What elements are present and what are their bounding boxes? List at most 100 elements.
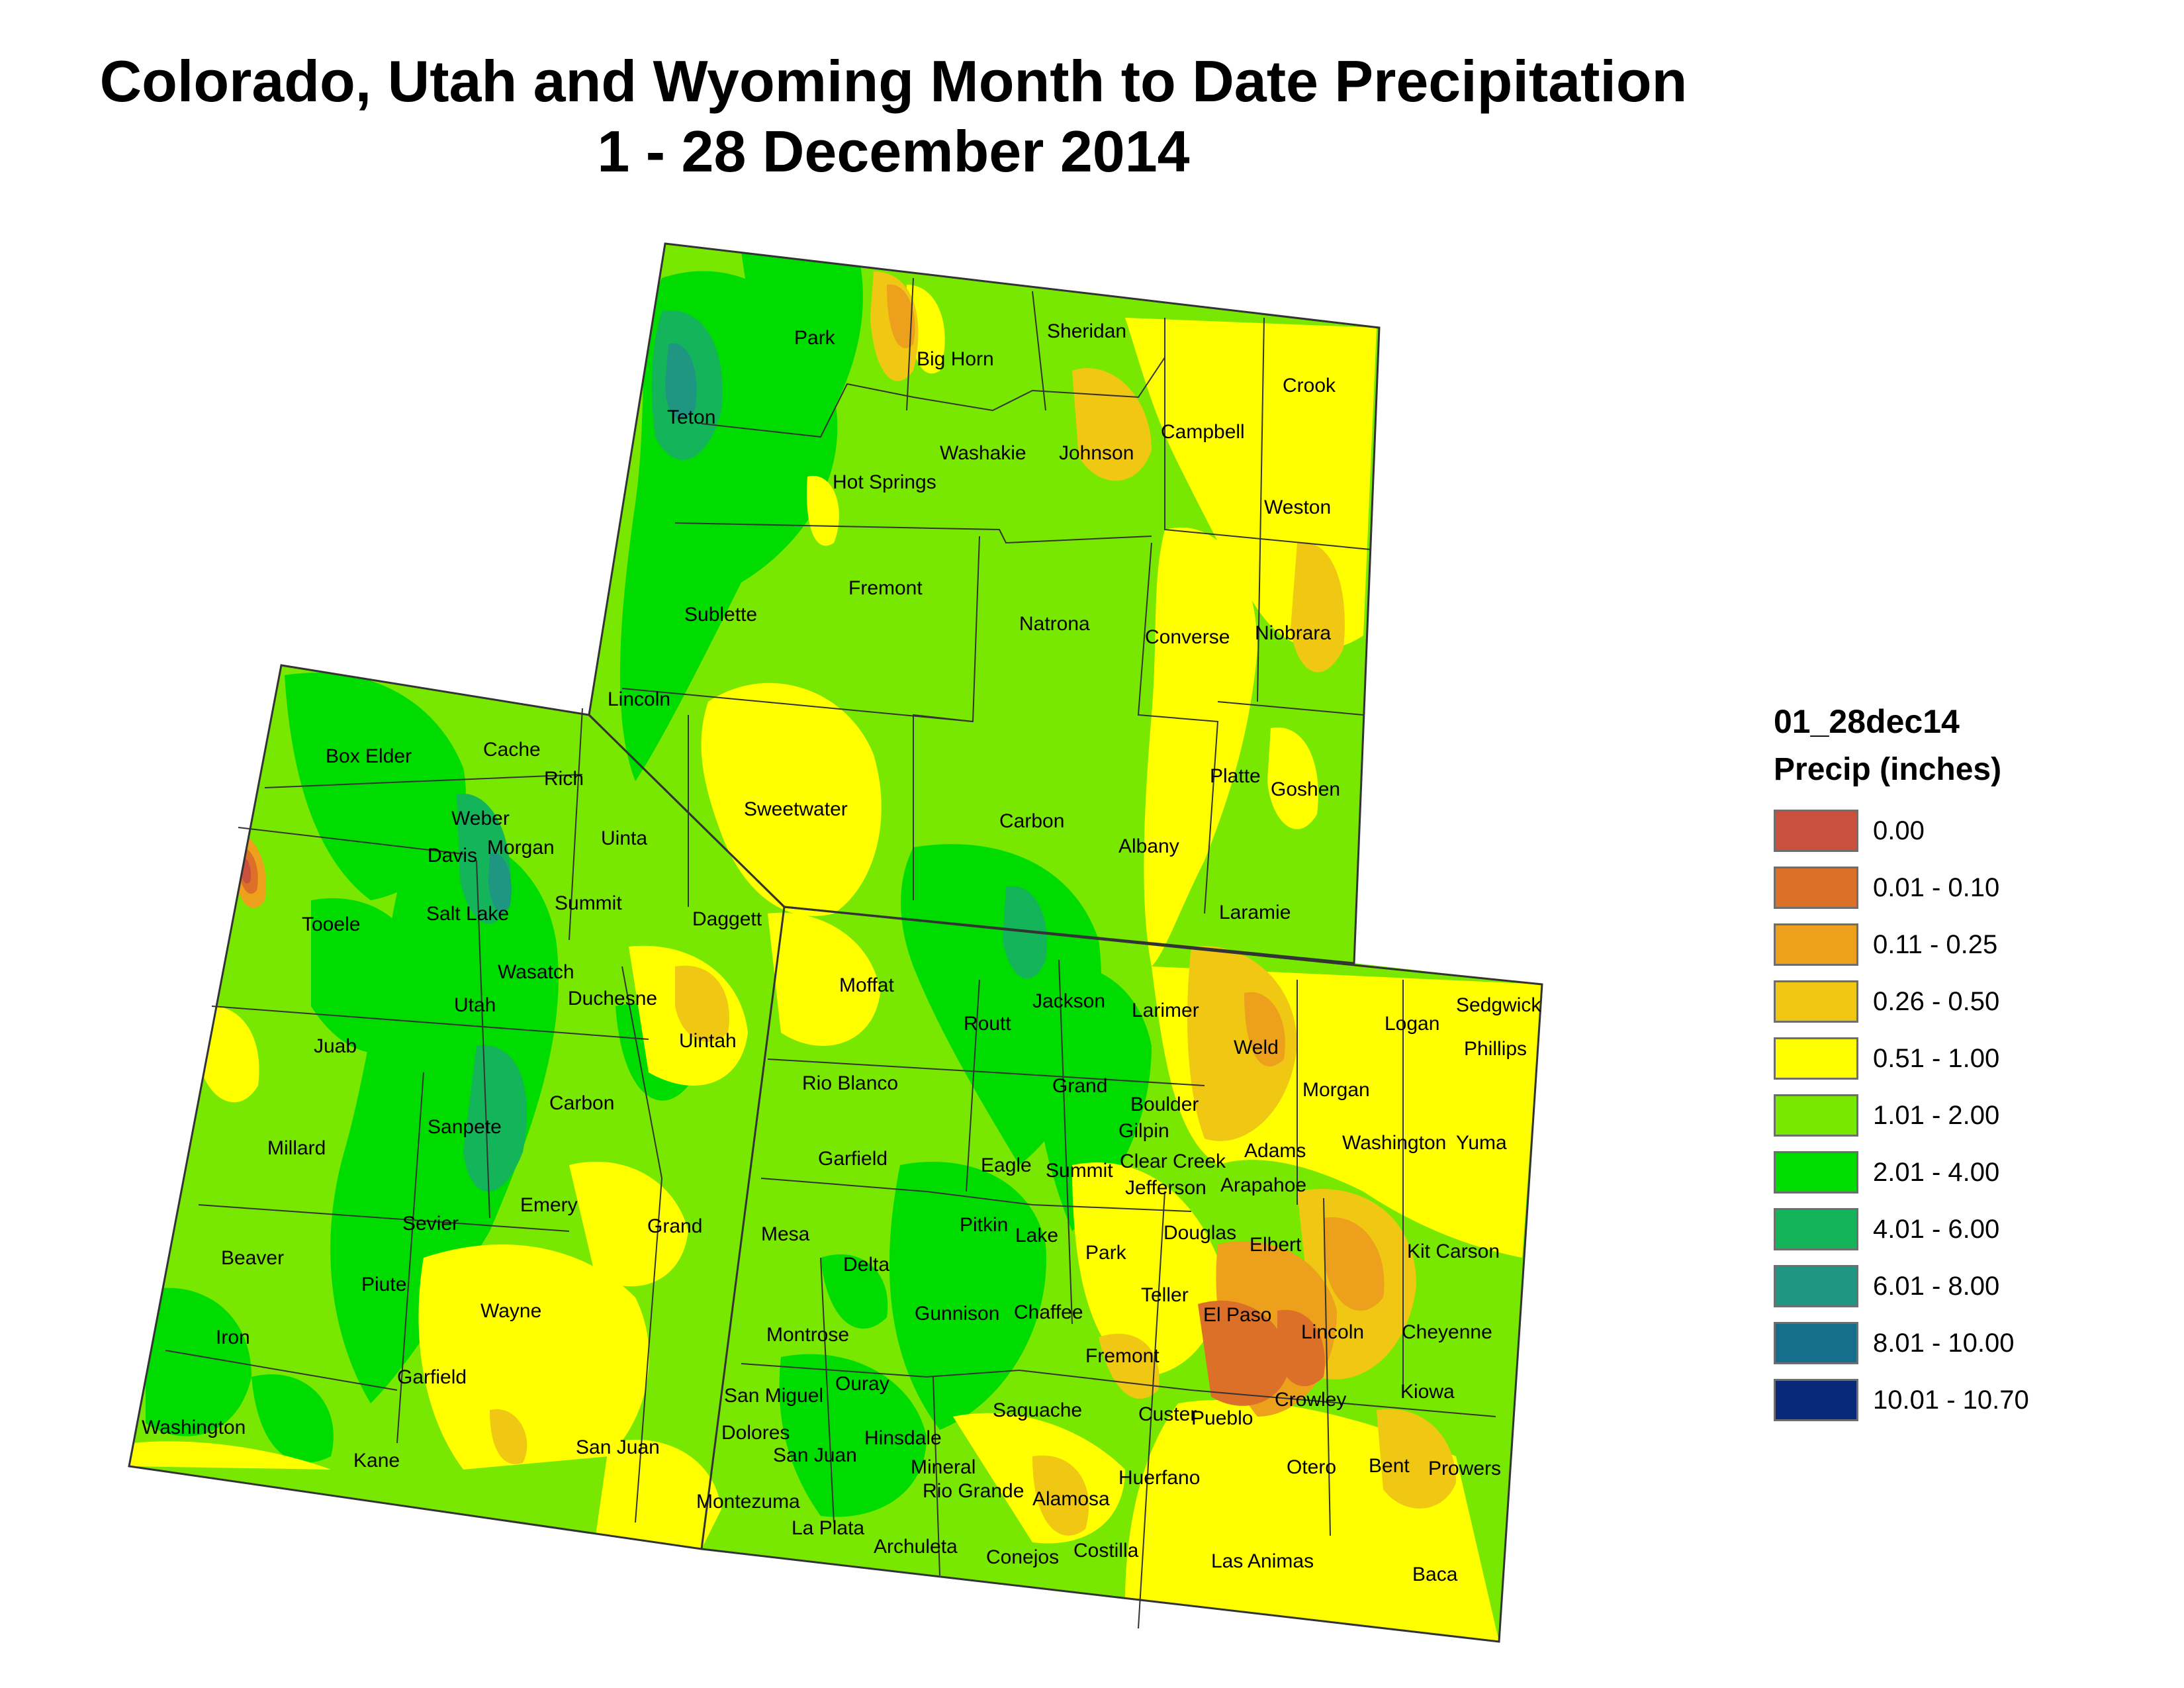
county-label: Big Horn <box>917 348 994 370</box>
county-label: Teton <box>667 406 715 428</box>
legend-item: 0.01 - 0.10 <box>1774 859 2144 916</box>
legend-swatch <box>1774 867 1858 909</box>
county-label: Gunnison <box>915 1303 999 1325</box>
county-label: Utah <box>454 994 496 1016</box>
county-label: Carbon <box>549 1092 614 1114</box>
county-label: Phillips <box>1464 1038 1527 1060</box>
county-label: Adams <box>1244 1140 1306 1162</box>
county-label: Alamosa <box>1032 1488 1110 1510</box>
county-label: Salt Lake <box>426 903 509 925</box>
county-label: Eagle <box>981 1154 1032 1176</box>
county-label: Lincoln <box>608 688 670 710</box>
county-label: Jackson <box>1032 990 1105 1012</box>
county-label: Washakie <box>940 442 1026 464</box>
county-label: Crook <box>1283 375 1336 397</box>
county-label: San Juan <box>773 1444 857 1466</box>
county-label: Sedgwick <box>1456 994 1541 1016</box>
county-label: Park <box>794 327 836 349</box>
county-label: Delta <box>843 1254 889 1276</box>
legend-swatch <box>1774 980 1858 1023</box>
county-label: Logan <box>1385 1013 1439 1035</box>
legend-item: 0.26 - 0.50 <box>1774 973 2144 1030</box>
legend-label: 1.01 - 2.00 <box>1873 1100 2000 1130</box>
county-label: Piute <box>361 1274 406 1295</box>
county-label: Juab <box>314 1035 357 1057</box>
county-label: Pueblo <box>1191 1407 1253 1429</box>
legend-subtitle: Precip (inches) <box>1774 752 2002 787</box>
title-line-1: Colorado, Utah and Wyoming Month to Date… <box>99 48 1688 114</box>
legend-swatch <box>1774 810 1858 852</box>
county-label: Pitkin <box>960 1214 1008 1236</box>
county-label: Beaver <box>221 1247 284 1269</box>
county-label: Washington <box>142 1417 246 1438</box>
legend-label: 4.01 - 6.00 <box>1873 1214 2000 1244</box>
county-label: Hot Springs <box>833 471 936 493</box>
county-label: Sweetwater <box>744 798 848 820</box>
county-label: Campbell <box>1161 421 1245 443</box>
legend-label: 0.11 - 0.25 <box>1873 929 1998 959</box>
county-label: Moffat <box>839 974 894 996</box>
county-label: Laramie <box>1219 902 1291 923</box>
county-label: Montrose <box>766 1324 849 1346</box>
county-label: Park <box>1085 1242 1127 1264</box>
county-label: Larimer <box>1132 1000 1199 1021</box>
county-label: Kiowa <box>1400 1381 1455 1403</box>
legend-swatch <box>1774 923 1858 966</box>
county-label: Box Elder <box>326 745 412 767</box>
county-label: Clear Creek <box>1120 1150 1226 1172</box>
legend-label: 6.01 - 8.00 <box>1873 1271 2000 1301</box>
county-label: Sheridan <box>1047 320 1126 342</box>
county-boundaries <box>165 277 1496 1629</box>
county-label: Morgan <box>487 837 555 859</box>
county-label: Otero <box>1287 1456 1336 1478</box>
county-label: El Paso <box>1203 1304 1271 1326</box>
county-label: Douglas <box>1163 1222 1236 1244</box>
county-label: Johnson <box>1059 442 1134 464</box>
county-label: Mesa <box>761 1223 810 1245</box>
county-label: Iron <box>216 1327 250 1348</box>
legend-label: 0.26 - 0.50 <box>1873 986 2000 1016</box>
county-label: Cache <box>483 739 541 761</box>
county-label: Weston <box>1264 496 1331 518</box>
county-label: Fremont <box>1085 1345 1160 1367</box>
legend-swatch <box>1774 1151 1858 1194</box>
county-label: Bent <box>1369 1455 1410 1477</box>
county-label: Elbert <box>1250 1234 1302 1256</box>
county-label: Las Animas <box>1211 1550 1314 1572</box>
legend-classes: 0.00 0.01 - 0.10 0.11 - 0.25 0.26 - 0.50 0.5… <box>1774 802 2144 1429</box>
map-legend: 01_28dec14 Precip (inches) 0.00 0.01 - 0.… <box>1774 702 2144 1429</box>
county-label: Summit <box>1046 1160 1113 1182</box>
county-label: Emery <box>520 1194 578 1216</box>
county-label: Dolores <box>721 1422 790 1444</box>
county-label: Yuma <box>1456 1132 1507 1154</box>
county-label: Summit <box>555 892 622 914</box>
county-label: Gilpin <box>1118 1120 1169 1142</box>
precip-field <box>129 252 1542 1642</box>
county-label: Archuleta <box>874 1536 958 1558</box>
county-label: Davis <box>428 845 477 867</box>
legend-label: 0.00 <box>1873 816 1925 845</box>
utah-colorado-outline <box>128 664 1543 1643</box>
county-label: Converse <box>1145 626 1230 648</box>
county-label: Conejos <box>986 1546 1059 1568</box>
legend-layer-name: 01_28dec14 <box>1774 703 1960 740</box>
county-label: Fremont <box>848 577 923 599</box>
county-label: Teller <box>1141 1284 1189 1306</box>
county-label: Goshen <box>1271 778 1340 800</box>
legend-swatch <box>1774 1265 1858 1307</box>
county-label: Crowley <box>1275 1389 1346 1411</box>
county-label: Garfield <box>818 1148 887 1170</box>
county-label: Mineral <box>911 1456 976 1478</box>
county-label: Rio Grande <box>923 1480 1024 1502</box>
county-label: Millard <box>267 1137 326 1159</box>
legend-item: 4.01 - 6.00 <box>1774 1201 2144 1258</box>
county-label: Sevier <box>402 1213 459 1235</box>
county-label: Baca <box>1412 1564 1458 1585</box>
legend-item: 0.11 - 0.25 <box>1774 916 2144 973</box>
county-label: Arapahoe <box>1220 1174 1306 1196</box>
county-label: Grand <box>647 1215 702 1237</box>
legend-label: 0.01 - 0.10 <box>1873 872 2000 902</box>
precipitation-map: Park Big Horn Sheridan Crook Teton Campb… <box>128 242 1543 1643</box>
county-label: Wayne <box>480 1300 541 1322</box>
county-label: Grand <box>1052 1075 1107 1097</box>
